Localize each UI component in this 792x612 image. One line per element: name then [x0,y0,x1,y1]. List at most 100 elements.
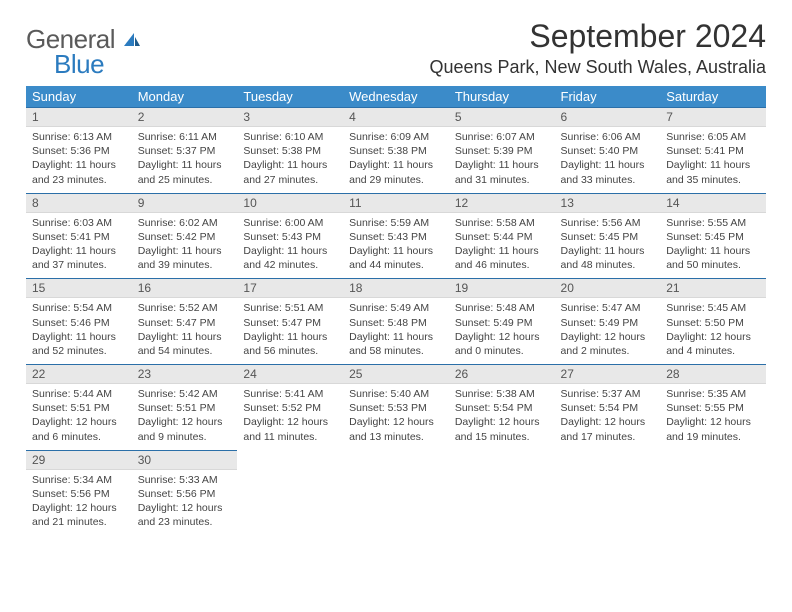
sunset-text: Sunset: 5:44 PM [455,230,549,244]
daylight-text: Daylight: 12 hours and 21 minutes. [32,501,126,529]
day-details: Sunrise: 5:38 AMSunset: 5:54 PMDaylight:… [449,384,555,450]
day-number: 16 [132,279,238,298]
title-block: September 2024 Queens Park, New South Wa… [430,18,767,78]
sunset-text: Sunset: 5:37 PM [138,144,232,158]
sunrise-text: Sunrise: 6:11 AM [138,130,232,144]
calendar-day-cell [555,450,661,535]
daylight-text: Daylight: 12 hours and 6 minutes. [32,415,126,443]
day-details: Sunrise: 5:40 AMSunset: 5:53 PMDaylight:… [343,384,449,450]
day-number: 10 [237,194,343,213]
day-details: Sunrise: 5:55 AMSunset: 5:45 PMDaylight:… [660,213,766,279]
sunset-text: Sunset: 5:46 PM [32,316,126,330]
sunset-text: Sunset: 5:38 PM [349,144,443,158]
daylight-text: Daylight: 11 hours and 46 minutes. [455,244,549,272]
calendar-day-cell: 30Sunrise: 5:33 AMSunset: 5:56 PMDayligh… [132,450,238,535]
logo-text: General Blue [26,24,142,80]
calendar-week-row: 8Sunrise: 6:03 AMSunset: 5:41 PMDaylight… [26,193,766,279]
daylight-text: Daylight: 11 hours and 52 minutes. [32,330,126,358]
sunset-text: Sunset: 5:43 PM [349,230,443,244]
calendar-day-cell: 19Sunrise: 5:48 AMSunset: 5:49 PMDayligh… [449,279,555,365]
day-number: 30 [132,451,238,470]
logo: General Blue [26,24,142,80]
calendar-day-cell: 8Sunrise: 6:03 AMSunset: 5:41 PMDaylight… [26,193,132,279]
sunrise-text: Sunrise: 5:38 AM [455,387,549,401]
daylight-text: Daylight: 11 hours and 56 minutes. [243,330,337,358]
sunrise-text: Sunrise: 5:56 AM [561,216,655,230]
daylight-text: Daylight: 12 hours and 15 minutes. [455,415,549,443]
sunrise-text: Sunrise: 5:40 AM [349,387,443,401]
daylight-text: Daylight: 12 hours and 0 minutes. [455,330,549,358]
daylight-text: Daylight: 12 hours and 23 minutes. [138,501,232,529]
sunset-text: Sunset: 5:36 PM [32,144,126,158]
sunrise-text: Sunrise: 6:06 AM [561,130,655,144]
day-number: 27 [555,365,661,384]
daylight-text: Daylight: 11 hours and 44 minutes. [349,244,443,272]
calendar-day-cell: 3Sunrise: 6:10 AMSunset: 5:38 PMDaylight… [237,108,343,194]
day-number: 8 [26,194,132,213]
day-details: Sunrise: 6:10 AMSunset: 5:38 PMDaylight:… [237,127,343,193]
day-number: 1 [26,108,132,127]
sunset-text: Sunset: 5:56 PM [32,487,126,501]
day-number: 14 [660,194,766,213]
weekday-header: Sunday [26,86,132,108]
calendar-day-cell: 29Sunrise: 5:34 AMSunset: 5:56 PMDayligh… [26,450,132,535]
day-details: Sunrise: 5:48 AMSunset: 5:49 PMDaylight:… [449,298,555,364]
daylight-text: Daylight: 11 hours and 54 minutes. [138,330,232,358]
calendar-day-cell: 10Sunrise: 6:00 AMSunset: 5:43 PMDayligh… [237,193,343,279]
sunrise-text: Sunrise: 5:42 AM [138,387,232,401]
day-details: Sunrise: 5:33 AMSunset: 5:56 PMDaylight:… [132,470,238,536]
day-details: Sunrise: 5:58 AMSunset: 5:44 PMDaylight:… [449,213,555,279]
sunset-text: Sunset: 5:56 PM [138,487,232,501]
sunrise-text: Sunrise: 5:45 AM [666,301,760,315]
daylight-text: Daylight: 11 hours and 37 minutes. [32,244,126,272]
sunset-text: Sunset: 5:49 PM [561,316,655,330]
calendar-day-cell: 28Sunrise: 5:35 AMSunset: 5:55 PMDayligh… [660,365,766,451]
day-details: Sunrise: 5:44 AMSunset: 5:51 PMDaylight:… [26,384,132,450]
sunrise-text: Sunrise: 5:44 AM [32,387,126,401]
daylight-text: Daylight: 11 hours and 23 minutes. [32,158,126,186]
day-details: Sunrise: 6:03 AMSunset: 5:41 PMDaylight:… [26,213,132,279]
logo-line2: Blue [54,49,142,80]
day-number: 22 [26,365,132,384]
day-details: Sunrise: 6:11 AMSunset: 5:37 PMDaylight:… [132,127,238,193]
calendar-week-row: 15Sunrise: 5:54 AMSunset: 5:46 PMDayligh… [26,279,766,365]
weekday-header: Thursday [449,86,555,108]
weekday-header-row: SundayMondayTuesdayWednesdayThursdayFrid… [26,86,766,108]
day-details: Sunrise: 5:41 AMSunset: 5:52 PMDaylight:… [237,384,343,450]
sunrise-text: Sunrise: 6:05 AM [666,130,760,144]
day-details: Sunrise: 5:51 AMSunset: 5:47 PMDaylight:… [237,298,343,364]
day-details: Sunrise: 6:13 AMSunset: 5:36 PMDaylight:… [26,127,132,193]
calendar-day-cell: 15Sunrise: 5:54 AMSunset: 5:46 PMDayligh… [26,279,132,365]
sunrise-text: Sunrise: 5:52 AM [138,301,232,315]
calendar-day-cell: 17Sunrise: 5:51 AMSunset: 5:47 PMDayligh… [237,279,343,365]
weekday-header: Friday [555,86,661,108]
calendar-day-cell: 11Sunrise: 5:59 AMSunset: 5:43 PMDayligh… [343,193,449,279]
calendar-day-cell: 1Sunrise: 6:13 AMSunset: 5:36 PMDaylight… [26,108,132,194]
day-number: 12 [449,194,555,213]
day-number: 5 [449,108,555,127]
daylight-text: Daylight: 12 hours and 4 minutes. [666,330,760,358]
sunset-text: Sunset: 5:51 PM [32,401,126,415]
calendar-day-cell: 24Sunrise: 5:41 AMSunset: 5:52 PMDayligh… [237,365,343,451]
daylight-text: Daylight: 12 hours and 9 minutes. [138,415,232,443]
daylight-text: Daylight: 11 hours and 39 minutes. [138,244,232,272]
calendar-day-cell: 21Sunrise: 5:45 AMSunset: 5:50 PMDayligh… [660,279,766,365]
calendar-day-cell: 2Sunrise: 6:11 AMSunset: 5:37 PMDaylight… [132,108,238,194]
weekday-header: Monday [132,86,238,108]
day-number: 25 [343,365,449,384]
sunset-text: Sunset: 5:49 PM [455,316,549,330]
calendar-week-row: 1Sunrise: 6:13 AMSunset: 5:36 PMDaylight… [26,108,766,194]
calendar-day-cell: 12Sunrise: 5:58 AMSunset: 5:44 PMDayligh… [449,193,555,279]
sunrise-text: Sunrise: 6:07 AM [455,130,549,144]
sunrise-text: Sunrise: 6:00 AM [243,216,337,230]
sunset-text: Sunset: 5:47 PM [243,316,337,330]
sunset-text: Sunset: 5:53 PM [349,401,443,415]
sunrise-text: Sunrise: 6:13 AM [32,130,126,144]
sunrise-text: Sunrise: 5:59 AM [349,216,443,230]
day-number: 2 [132,108,238,127]
calendar-day-cell [237,450,343,535]
calendar-day-cell: 5Sunrise: 6:07 AMSunset: 5:39 PMDaylight… [449,108,555,194]
daylight-text: Daylight: 11 hours and 31 minutes. [455,158,549,186]
day-details: Sunrise: 5:37 AMSunset: 5:54 PMDaylight:… [555,384,661,450]
sunrise-text: Sunrise: 5:49 AM [349,301,443,315]
